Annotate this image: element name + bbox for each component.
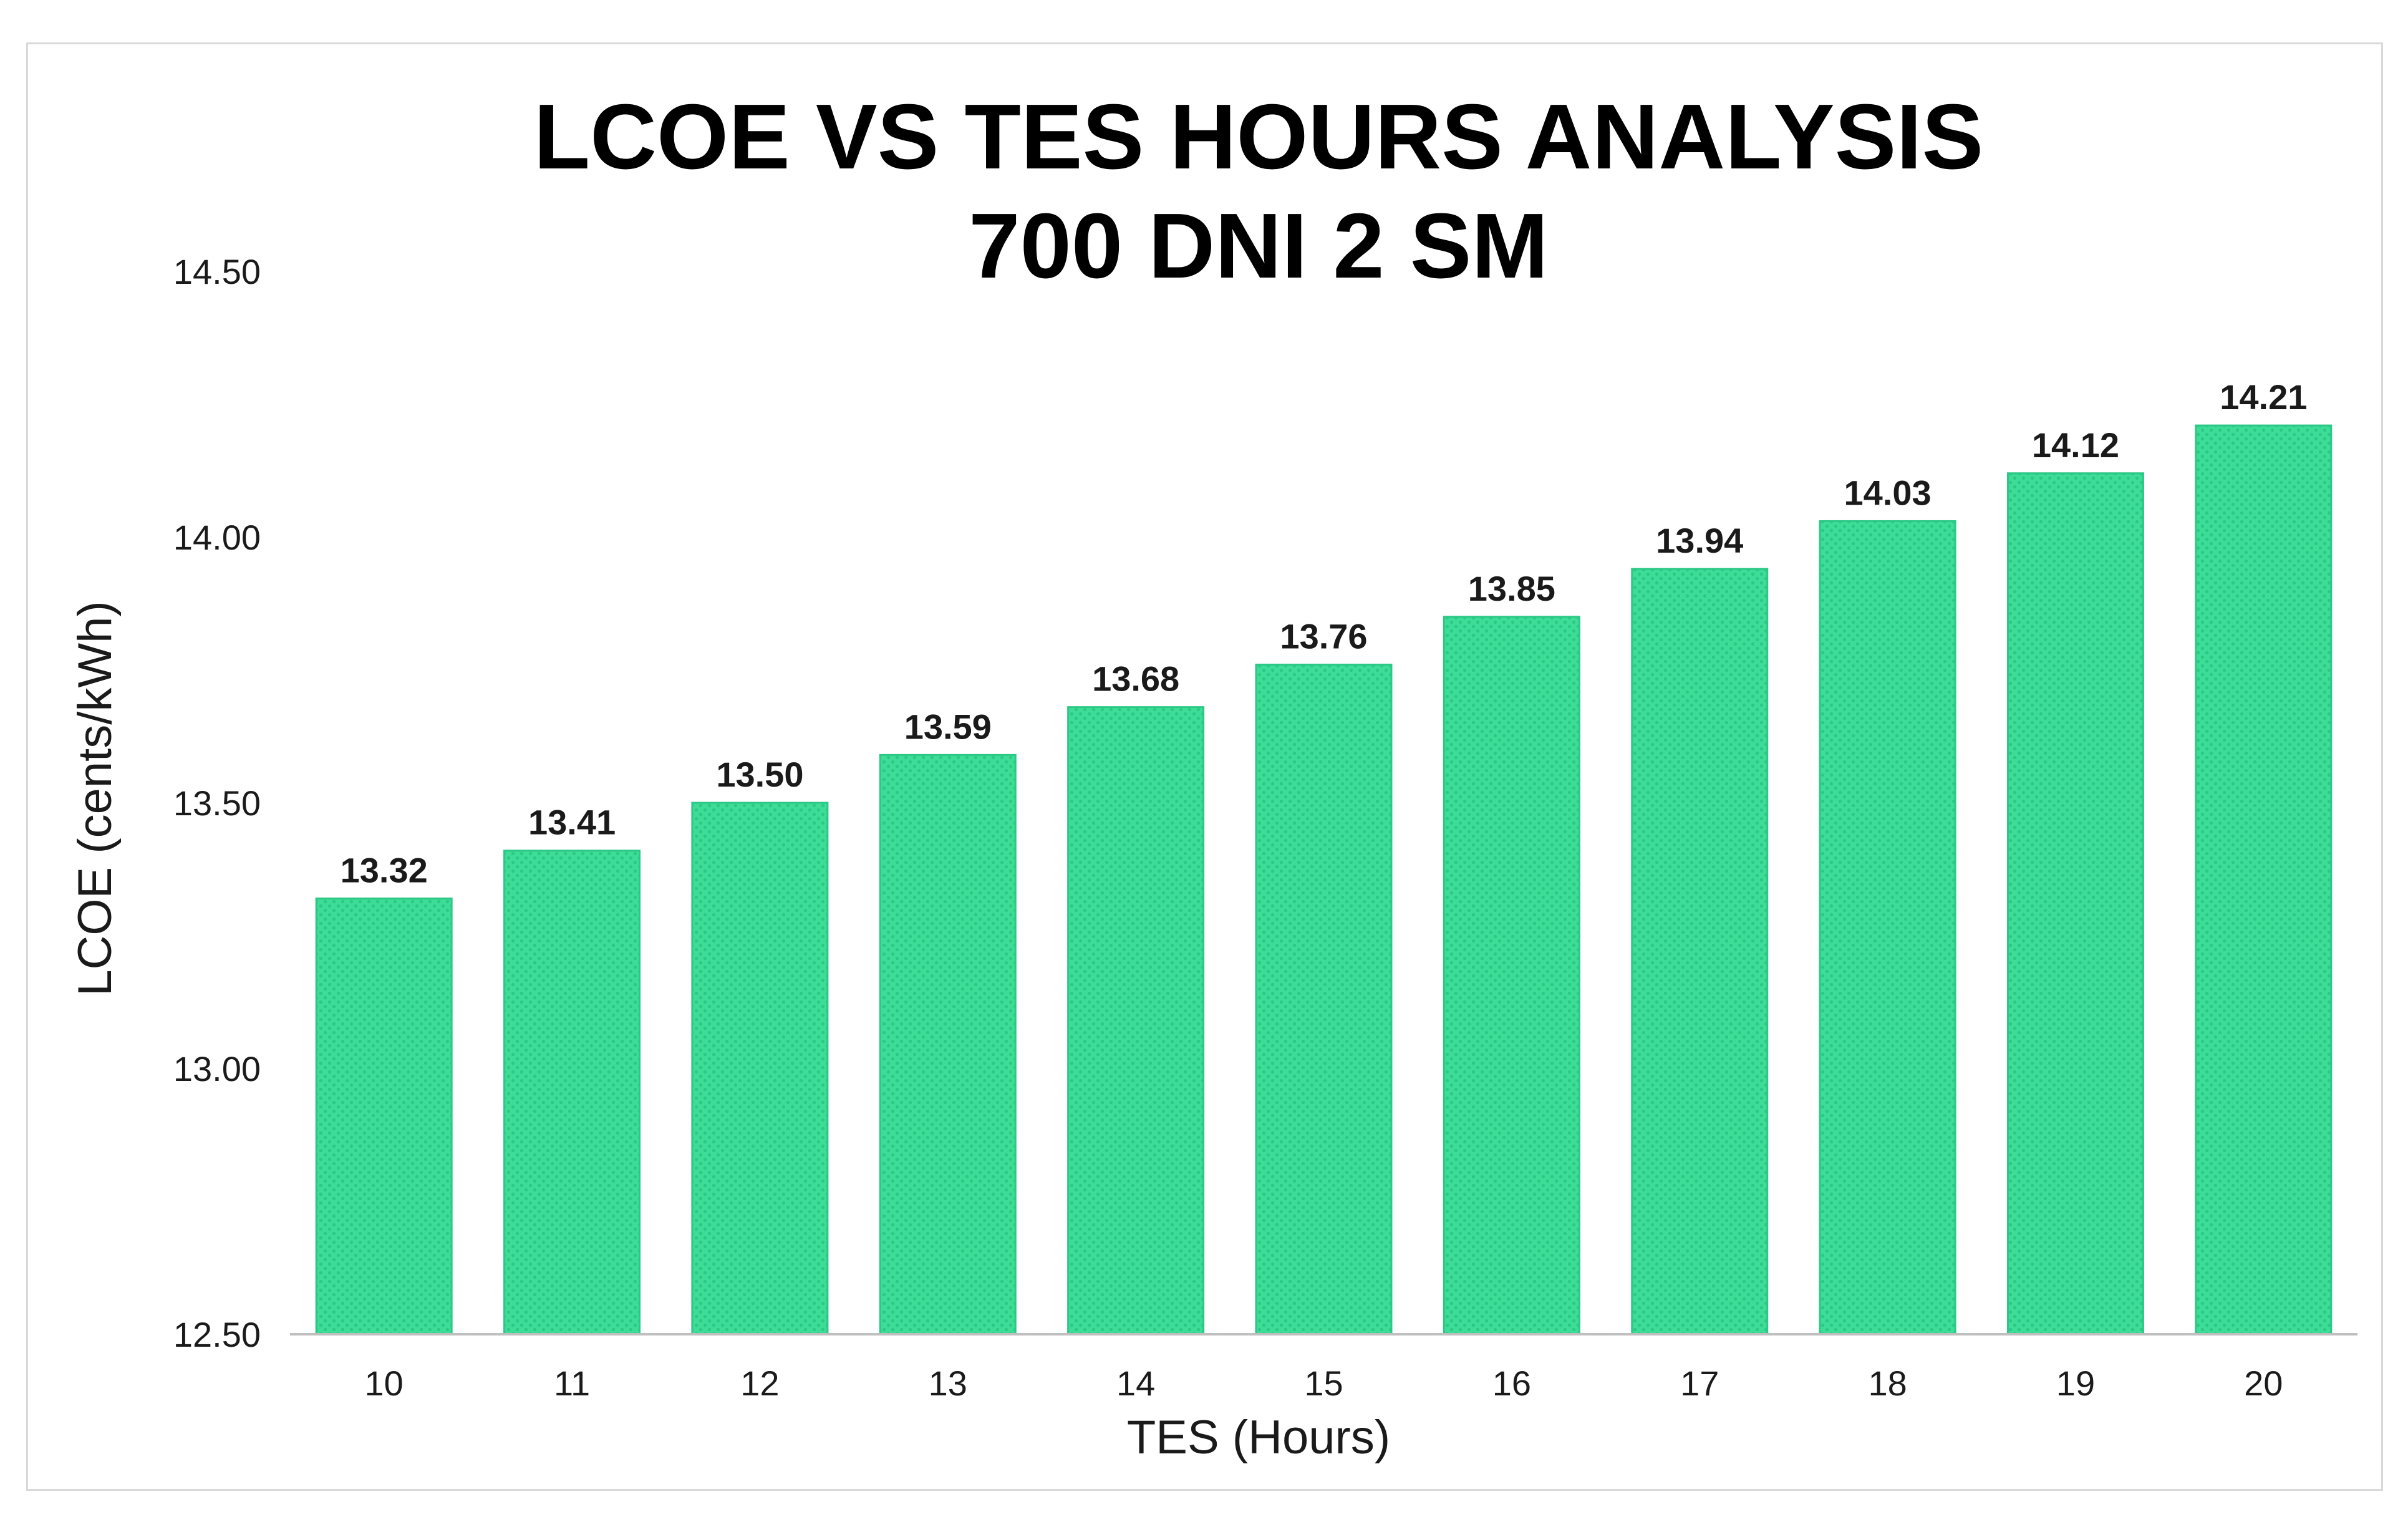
x-axis-label: TES (Hours) [1127,1411,1390,1464]
bar [1819,520,1956,1335]
x-tick-label: 10 [365,1364,404,1403]
bar-data-label: 13.59 [904,707,992,746]
bar [315,897,453,1335]
x-tick-label: 16 [1492,1364,1531,1403]
x-axis-tick-labels: 10 11 12 13 14 15 16 17 18 19 20 [365,1364,2283,1403]
bar [691,802,829,1335]
y-tick-label: 12.50 [173,1315,261,1354]
x-tick-label: 15 [1304,1364,1343,1403]
x-tick-label: 13 [929,1364,967,1403]
y-tick-label: 13.00 [173,1049,261,1088]
x-tick-label: 14 [1116,1364,1155,1403]
bar-data-label: 14.03 [1844,473,1932,512]
bar [1067,706,1205,1335]
x-tick-label: 11 [554,1364,590,1403]
bar [503,850,641,1335]
y-tick-label: 13.50 [173,783,261,823]
bar [2195,424,2333,1335]
x-tick-label: 19 [2056,1364,2095,1403]
bar [879,754,1017,1335]
x-tick-label: 18 [1868,1364,1907,1403]
bar-data-label: 13.50 [716,755,803,794]
bar [2006,472,2144,1335]
bar-data-label: 14.12 [2032,425,2119,465]
bar-data-labels: 13.32 13.41 13.50 13.59 13.68 13.76 13.85 13.94… [341,377,2308,889]
chart-subtitle-line-2: 700 DNI 2 SM [969,195,1548,298]
x-tick-label: 12 [740,1364,779,1403]
bar-data-label: 13.85 [1468,569,1555,608]
chart-title-line-1: LCOE VS TES HOURS ANALYSIS [534,85,1984,188]
bar [1631,568,1769,1335]
bar-data-label: 13.68 [1092,659,1179,699]
bar-data-label: 14.21 [2220,377,2307,417]
bar-data-label: 13.41 [528,803,616,842]
bar [1255,663,1393,1335]
bar [1443,616,1580,1335]
y-tick-label: 14.00 [173,518,261,557]
bar-data-label: 13.32 [341,850,428,889]
y-axis-tick-labels: 12.50 13.00 13.50 14.00 14.50 [173,252,261,1354]
bar-series [315,424,2333,1335]
y-tick-label: 14.50 [173,252,261,291]
bar-data-label: 13.94 [1656,521,1743,560]
x-tick-label: 17 [1680,1364,1719,1403]
bar-data-label: 13.76 [1280,616,1367,656]
x-tick-label: 20 [2244,1364,2283,1403]
y-axis-label: LCOE (cents/kWh) [69,601,122,996]
